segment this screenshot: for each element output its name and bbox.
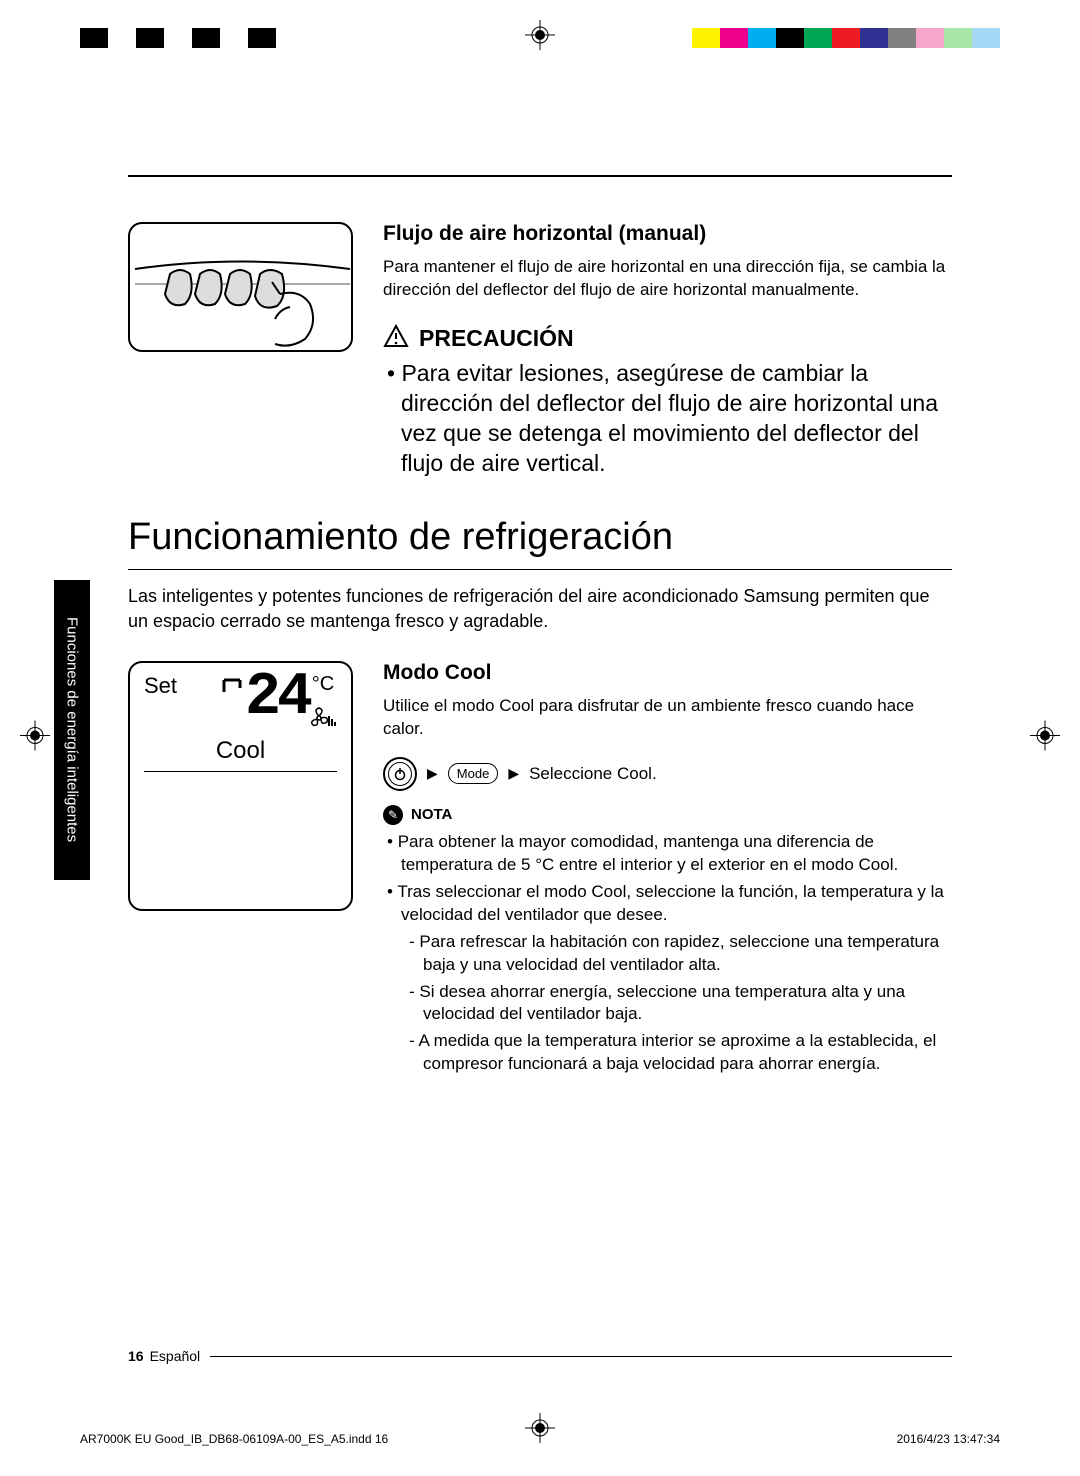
registration-mark-icon [525, 20, 555, 55]
cool-heading: Modo Cool [383, 661, 952, 685]
operation-steps: ▶ Mode ▶ Seleccione Cool. [383, 757, 952, 791]
slug-timestamp: 2016/4/23 13:47:34 [897, 1432, 1000, 1446]
subnote-item: Para refrescar la habitación con rapidez… [423, 931, 952, 977]
note-item: Para obtener la mayor comodidad, manteng… [401, 831, 952, 877]
page-number: 16 [128, 1348, 144, 1364]
swing-icon [221, 677, 243, 700]
note-item: Tras seleccionar el modo Cool, seleccion… [401, 881, 952, 1077]
step-select-text: Seleccione Cool. [529, 764, 657, 784]
caution-label: PRECAUCIÓN [419, 325, 574, 352]
remote-display: Set 24 °C Cool [128, 661, 353, 911]
airflow-body: Para mantener el flujo de aire horizonta… [383, 256, 952, 302]
slug-filename: AR7000K EU Good_IB_DB68-06109A-00_ES_A5.… [80, 1432, 388, 1446]
notes-list: Para obtener la mayor comodidad, manteng… [383, 831, 952, 1076]
cool-body: Utilice el modo Cool para disfrutar de u… [383, 695, 952, 741]
registration-mark-icon [20, 721, 50, 756]
warning-icon [383, 324, 409, 353]
main-title: Funcionamiento de refrigeración [128, 516, 952, 559]
footer-rule [210, 1356, 952, 1357]
registration-mark-icon [1030, 721, 1060, 756]
mode-button-icon: Mode [448, 763, 499, 784]
main-intro: Las inteligentes y potentes funciones de… [128, 584, 952, 633]
subnotes-list: Para refrescar la habitación con rapidez… [401, 931, 952, 1077]
fan-icon [309, 706, 337, 735]
caution-body: Para evitar lesiones, asegúrese de cambi… [383, 359, 952, 479]
airflow-section: Flujo de aire horizontal (manual) Para m… [128, 222, 952, 478]
page-content: Flujo de aire horizontal (manual) Para m… [128, 175, 952, 1366]
subnote-item: Si desea ahorrar energía, seleccione una… [423, 981, 952, 1027]
power-button-icon [383, 757, 417, 791]
page-footer: 16 Español [128, 1348, 952, 1364]
airflow-heading: Flujo de aire horizontal (manual) [383, 222, 952, 246]
swatch-group-right [692, 28, 1000, 48]
section-tab: Funciones de energía inteligentes [54, 580, 90, 880]
subnote-item: A medida que la temperatura interior se … [423, 1030, 952, 1076]
remote-mode-label: Cool [144, 737, 337, 772]
remote-temp-unit: °C [312, 673, 334, 696]
note-label: NOTA [411, 806, 452, 823]
remote-temp-value: 24 [245, 673, 309, 724]
arrow-icon: ▶ [427, 765, 438, 782]
remote-set-label: Set [144, 673, 177, 699]
top-rule [128, 175, 952, 177]
page-language: Español [150, 1348, 201, 1364]
airflow-illustration [128, 222, 353, 352]
title-rule [128, 569, 952, 570]
note-icon: ✎ [383, 805, 403, 825]
cool-mode-section: Set 24 °C Cool Modo Cool U [128, 661, 952, 1080]
print-slug: AR7000K EU Good_IB_DB68-06109A-00_ES_A5.… [80, 1432, 1000, 1446]
swatch-group-left [80, 28, 276, 48]
arrow-icon: ▶ [508, 765, 519, 782]
